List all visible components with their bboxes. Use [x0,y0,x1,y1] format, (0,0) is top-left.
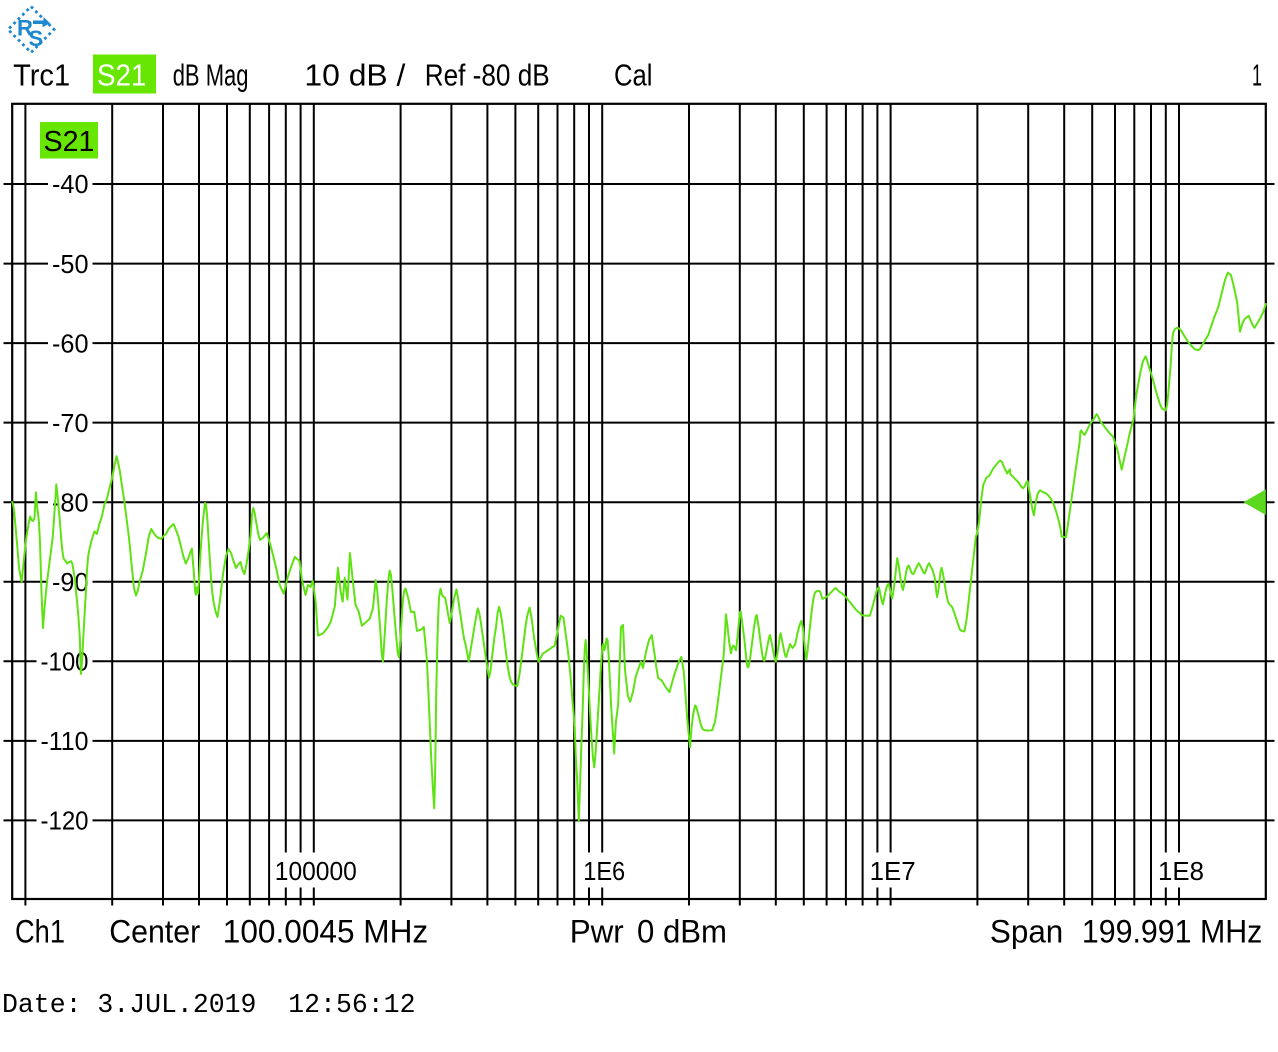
svg-text:Date: 3.JUL.2019 12:56:12: Date: 3.JUL.2019 12:56:12 [2,990,415,1020]
svg-text:0 dBm: 0 dBm [637,914,727,950]
svg-text:Center: Center [109,914,200,950]
svg-text:S21: S21 [44,126,95,158]
svg-text:Ch1: Ch1 [15,914,65,950]
svg-text:100.0045 MHz: 100.0045 MHz [223,914,428,950]
svg-text:S: S [29,26,44,51]
svg-text:199.991 MHz: 199.991 MHz [1082,914,1262,950]
svg-text:Ref -80 dB: Ref -80 dB [425,58,550,93]
svg-text:Pwr: Pwr [570,914,624,950]
svg-text:S21: S21 [97,58,146,93]
svg-text:1E7: 1E7 [870,856,916,886]
svg-text:10 dB /: 10 dB / [304,58,405,93]
svg-text:-50: -50 [52,249,89,279]
svg-text:dB Mag: dB Mag [173,58,249,93]
svg-text:1E8: 1E8 [1158,856,1204,886]
svg-text:-40: -40 [52,169,89,199]
svg-text:-90: -90 [52,567,89,597]
svg-text:-120: -120 [41,806,89,836]
svg-text:Cal: Cal [614,58,653,93]
svg-text:R: R [17,16,33,41]
svg-text:-70: -70 [52,408,89,438]
svg-text:1: 1 [1252,58,1262,93]
svg-text:100000: 100000 [275,856,357,886]
svg-text:-60: -60 [52,328,89,358]
svg-text:-110: -110 [41,726,89,756]
svg-text:Trc1: Trc1 [13,58,70,93]
svg-text:Span: Span [990,914,1063,950]
svg-text:1E6: 1E6 [583,856,625,886]
